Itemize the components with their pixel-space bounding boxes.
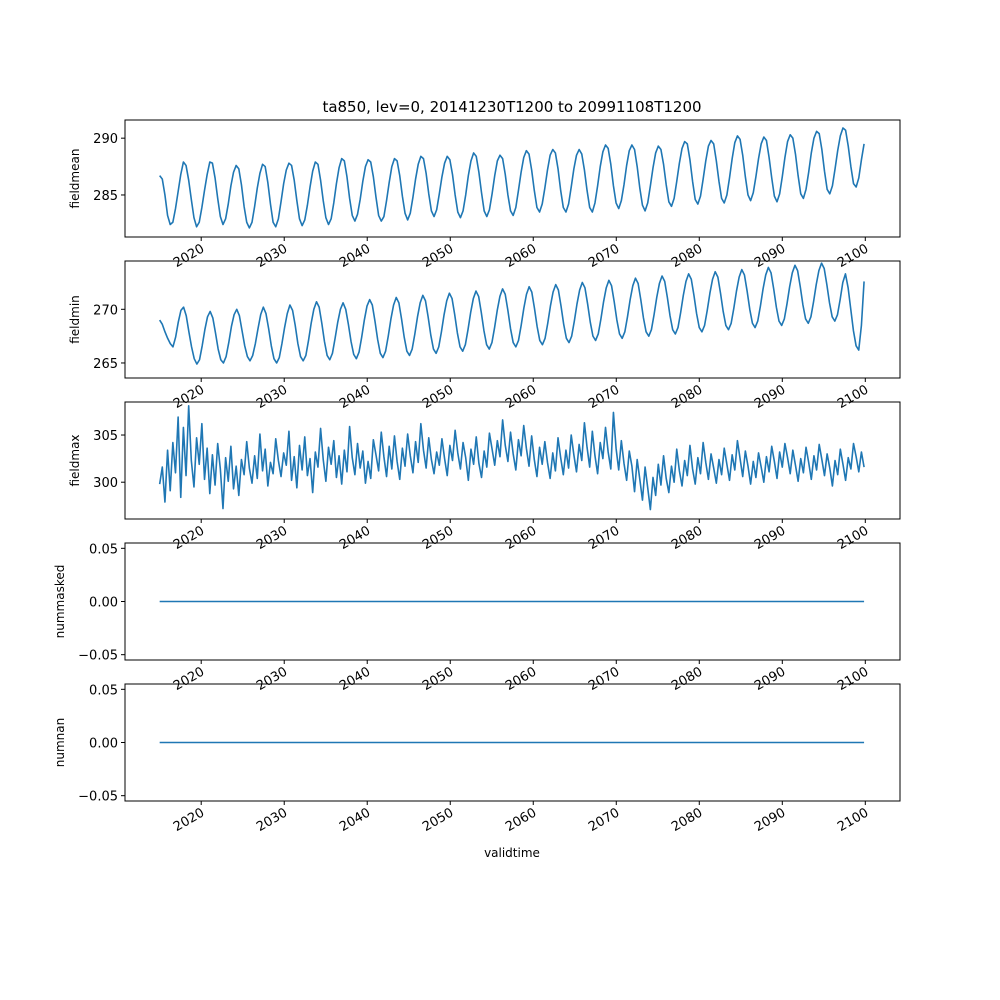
y-tick-label: 305 [93,429,118,444]
y-tick-label: 285 [93,189,118,204]
y-tick-label: 0.00 [89,737,118,752]
y-tick-label: −0.05 [78,790,118,805]
y-axis-label: fieldmin [68,295,82,344]
series-line-fieldmin [158,262,865,365]
y-axis-label: fieldmean [68,149,82,209]
y-tick-label: 300 [93,476,118,491]
y-tick-label: 0.05 [89,542,118,557]
y-tick-label: 270 [93,303,118,318]
y-tick-label: −0.05 [78,649,118,664]
y-tick-label: 290 [93,132,118,147]
series-line-fieldmax [158,404,865,511]
axes-frame-fieldmean [124,119,901,238]
series-line-fieldmean [159,127,865,229]
y-axis-label: nummasked [53,565,67,639]
axes-frame-fieldmin [124,260,901,379]
x-axis-label: validtime [484,846,540,860]
y-tick-label: 0.05 [89,683,118,698]
axes-frame-fieldmax [124,401,901,520]
y-axis-label: numnan [53,718,67,767]
y-tick-label: 265 [93,357,118,372]
figure-title: ta850, lev=0, 20141230T1200 to 20991108T… [322,98,701,116]
y-axis-label: fieldmax [68,434,82,486]
y-tick-label: 0.00 [89,596,118,611]
